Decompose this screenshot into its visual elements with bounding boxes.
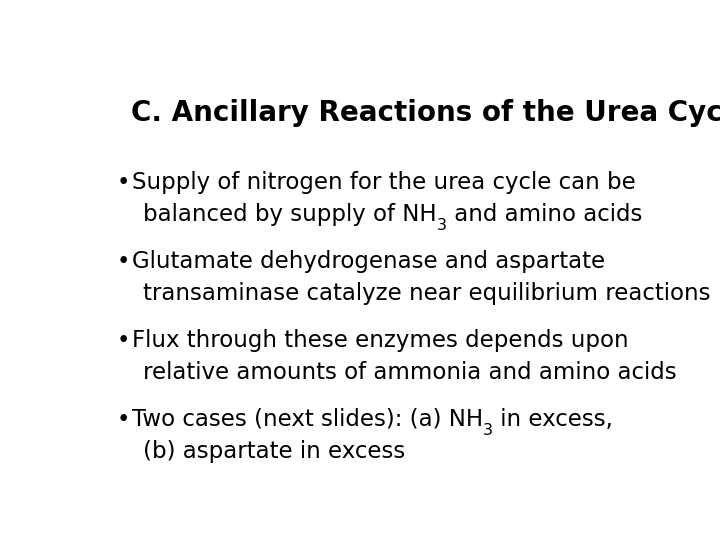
Text: and amino acids: and amino acids bbox=[446, 203, 642, 226]
Text: 3: 3 bbox=[483, 423, 493, 438]
Text: in excess,: in excess, bbox=[493, 408, 613, 431]
Text: Supply of nitrogen for the urea cycle can be: Supply of nitrogen for the urea cycle ca… bbox=[132, 171, 636, 194]
Text: Flux through these enzymes depends upon: Flux through these enzymes depends upon bbox=[132, 329, 629, 352]
Text: (b) aspartate in excess: (b) aspartate in excess bbox=[143, 440, 405, 463]
Text: relative amounts of ammonia and amino acids: relative amounts of ammonia and amino ac… bbox=[143, 361, 677, 384]
Text: •: • bbox=[117, 408, 130, 431]
Text: C. Ancillary Reactions of the Urea Cycle: C. Ancillary Reactions of the Urea Cycle bbox=[131, 99, 720, 127]
Text: Glutamate dehydrogenase and aspartate: Glutamate dehydrogenase and aspartate bbox=[132, 250, 605, 273]
Text: transaminase catalyze near equilibrium reactions: transaminase catalyze near equilibrium r… bbox=[143, 282, 711, 305]
Text: balanced by supply of NH: balanced by supply of NH bbox=[143, 203, 436, 226]
Text: •: • bbox=[117, 329, 130, 352]
Text: 3: 3 bbox=[436, 218, 446, 233]
Text: •: • bbox=[117, 171, 130, 194]
Text: •: • bbox=[117, 250, 130, 273]
Text: Two cases (next slides): (a) NH: Two cases (next slides): (a) NH bbox=[132, 408, 483, 431]
